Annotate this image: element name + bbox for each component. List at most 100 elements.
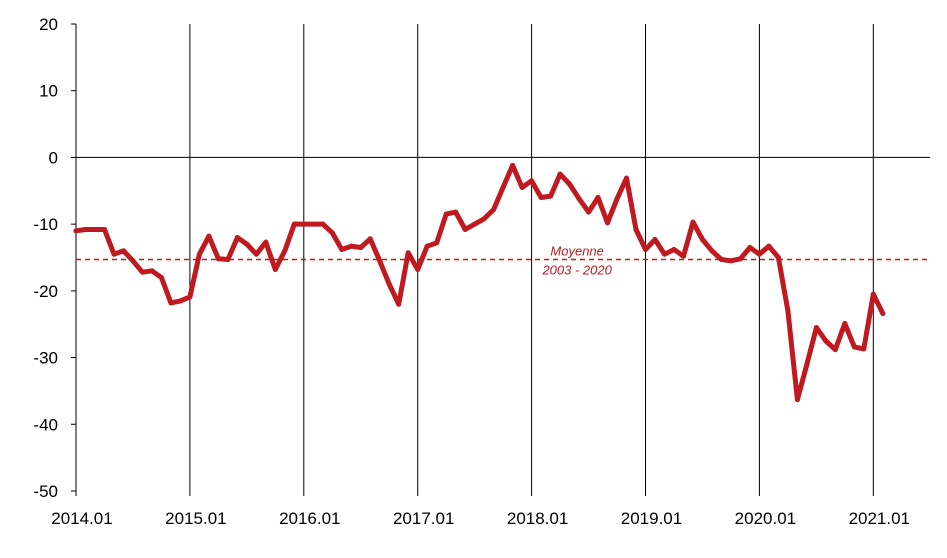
data-point (120, 248, 126, 254)
data-point (158, 275, 164, 281)
series-line (73, 162, 886, 403)
data-point (386, 281, 392, 287)
data-point (177, 298, 183, 304)
data-point (557, 171, 563, 177)
data-point (851, 344, 857, 350)
average-label-line1: Moyenne (550, 244, 603, 259)
y-axis-ticks: 20 10 0 -10 -20 -30 -40 -50 (33, 15, 76, 501)
data-point (643, 246, 648, 252)
y-tick-label: -10 (33, 215, 58, 234)
y-tick-label: 0 (49, 148, 58, 167)
x-tick-label: 2017.01 (393, 509, 454, 528)
data-point (529, 178, 535, 184)
data-point (405, 250, 411, 256)
data-point (424, 243, 430, 249)
data-point (491, 206, 497, 212)
x-tick-label: 2014.01 (51, 509, 112, 528)
data-point (73, 228, 79, 234)
data-point (538, 194, 544, 200)
data-point (348, 243, 354, 249)
data-point (187, 294, 193, 300)
data-point (130, 258, 136, 264)
data-point (320, 221, 326, 227)
data-point (614, 196, 620, 202)
data-point (111, 251, 117, 257)
data-point (605, 220, 611, 226)
data-point (101, 226, 107, 232)
x-tick-label: 2016.01 (279, 509, 340, 528)
data-point (576, 196, 582, 202)
data-point (870, 291, 876, 297)
data-point (624, 175, 630, 181)
data-point (358, 244, 364, 250)
y-tick-label: -50 (33, 482, 58, 501)
data-point (690, 219, 696, 225)
x-tick-label: 2018.01 (507, 509, 568, 528)
data-point (415, 267, 421, 273)
data-point (149, 268, 155, 274)
data-point (291, 221, 297, 227)
x-tick-label: 2021.01 (849, 509, 910, 528)
data-point (500, 184, 506, 190)
vertical-gridlines (189, 24, 874, 491)
data-point (804, 361, 810, 367)
data-point (823, 338, 829, 344)
data-point (586, 209, 592, 215)
data-point (206, 233, 212, 239)
data-point (548, 193, 554, 199)
data-point (699, 236, 705, 242)
data-point (737, 256, 743, 262)
data-point (794, 397, 800, 403)
data-point (92, 226, 98, 232)
data-point (481, 216, 487, 222)
data-point (244, 241, 250, 247)
data-point (377, 258, 383, 264)
data-point (510, 162, 516, 168)
y-tick-label: 20 (39, 15, 58, 34)
data-point (880, 311, 886, 317)
data-point (82, 226, 88, 232)
data-point (453, 209, 459, 215)
data-point (519, 184, 525, 190)
x-tick-label: 2015.01 (165, 509, 226, 528)
data-point (139, 269, 145, 275)
data-point (168, 300, 174, 306)
y-tick-label: -40 (33, 415, 58, 434)
data-point (680, 253, 686, 259)
data-point (766, 243, 772, 249)
data-point (396, 301, 402, 307)
data-point (832, 347, 838, 353)
data-point (756, 251, 762, 257)
data-point (462, 226, 468, 232)
data-point (567, 181, 573, 187)
data-point (671, 246, 677, 252)
data-point (263, 239, 269, 245)
data-point (709, 248, 715, 254)
data-point (234, 234, 240, 240)
data-point (861, 346, 867, 352)
data-point (472, 221, 478, 227)
y-tick-label: -30 (33, 349, 58, 368)
data-point (775, 255, 781, 260)
data-point (443, 211, 449, 217)
data-point (215, 256, 221, 262)
data-point (339, 246, 345, 252)
data-point (785, 308, 791, 314)
x-axis-ticks: 2014.01 2015.01 2016.01 2017.01 2018.01 2019.… (51, 491, 910, 528)
data-point (329, 230, 335, 236)
data-point (842, 321, 848, 327)
data-point (747, 244, 753, 250)
data-point (367, 236, 373, 242)
data-point (301, 221, 307, 227)
data-point (196, 251, 202, 257)
y-tick-label: 10 (39, 82, 58, 101)
x-tick-label: 2020.01 (735, 509, 796, 528)
data-point (718, 257, 724, 263)
data-point (728, 258, 734, 264)
y-tick-label: -20 (33, 282, 58, 301)
data-point (652, 236, 658, 242)
data-point (225, 257, 231, 263)
series-points (73, 162, 886, 403)
x-tick-label: 2019.01 (621, 509, 682, 528)
